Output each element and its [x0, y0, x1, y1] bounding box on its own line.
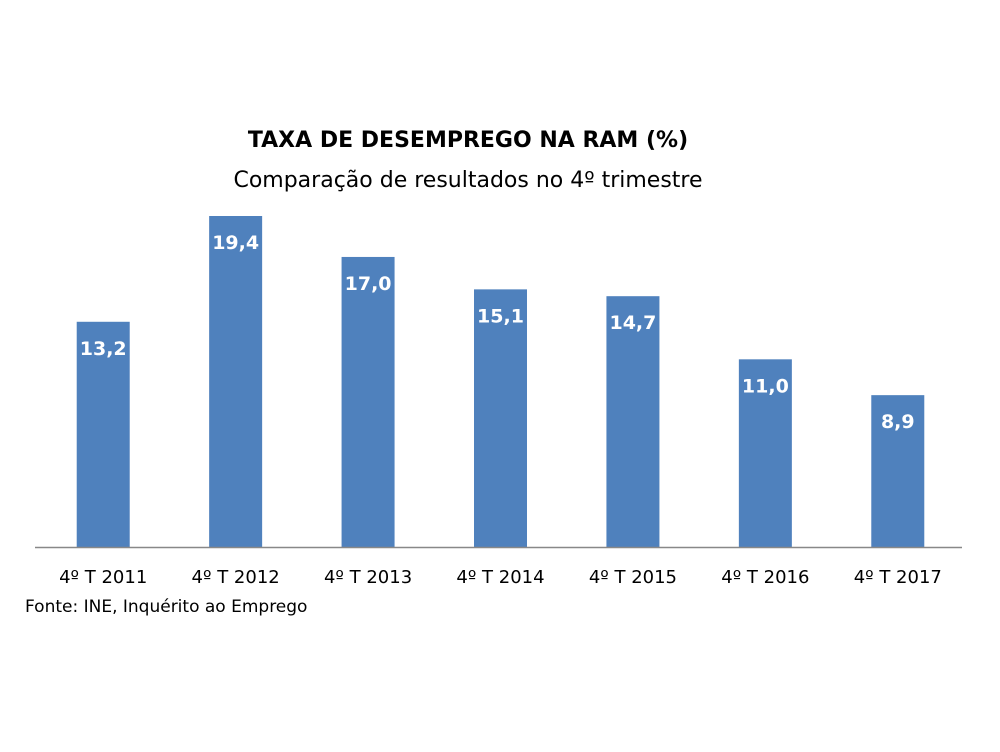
data-label: 15,1 [477, 305, 524, 327]
bar [474, 289, 527, 547]
bar [738, 359, 792, 547]
x-tick-label: 4º T 2012 [192, 567, 280, 588]
bar [871, 395, 925, 547]
data-label: 8,9 [881, 411, 915, 433]
x-tick-label: 4º T 2017 [854, 567, 942, 588]
x-tick-label: 4º T 2015 [589, 567, 677, 588]
bar [341, 256, 395, 547]
x-tick-label: 4º T 2013 [324, 567, 412, 588]
x-tick-label: 4º T 2016 [721, 567, 809, 588]
bar [209, 216, 263, 547]
bar [76, 321, 130, 547]
source-note: Fonte: INE, Inquérito ao Emprego [25, 597, 308, 617]
chart-subtitle: Comparação de resultados no 4º trimestre [233, 168, 703, 193]
data-label: 13,2 [80, 338, 127, 360]
data-label: 19,4 [212, 232, 259, 254]
data-label: 14,7 [609, 312, 656, 334]
x-tick-label: 4º T 2011 [59, 567, 147, 588]
data-label: 11,0 [742, 375, 789, 397]
chart-title: TAXA DE DESEMPREGO NA RAM (%) [247, 128, 689, 153]
x-tick-label: 4º T 2014 [456, 567, 544, 588]
bar [606, 296, 660, 547]
data-label: 17,0 [345, 273, 392, 295]
